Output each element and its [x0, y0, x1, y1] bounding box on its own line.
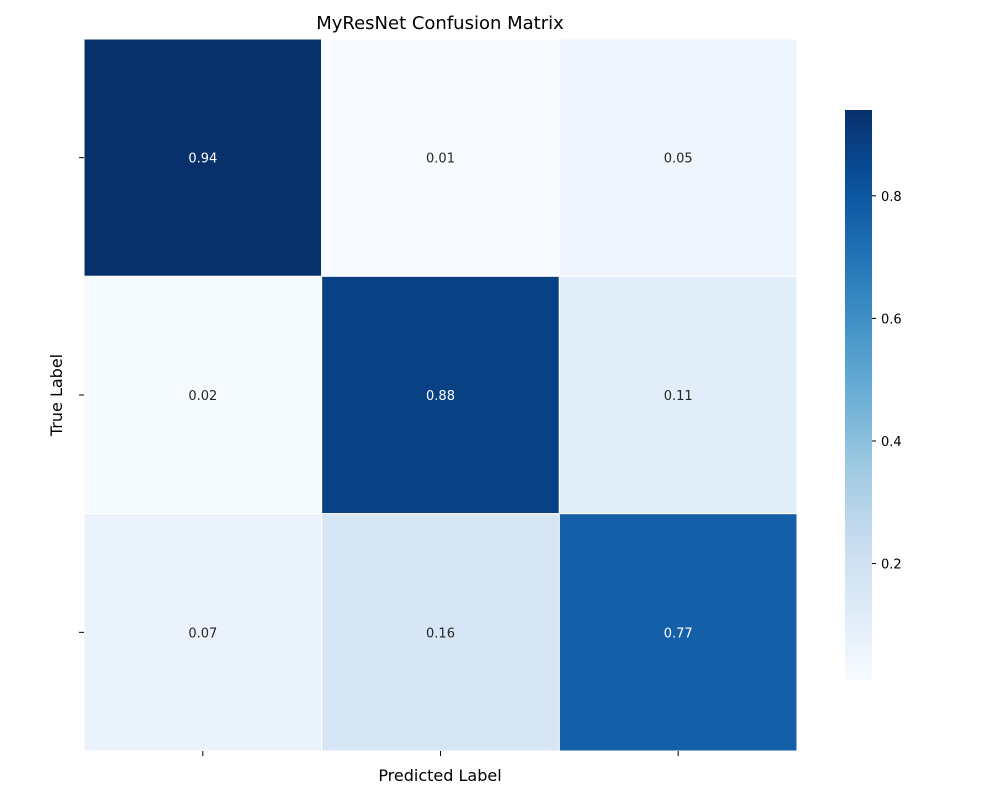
x-axis-label: Predicted Label — [378, 766, 501, 785]
heatmap-cells: 0.94 0.01 0.05 0.02 0.88 0.11 0.07 0.16 0.77 — [83, 38, 798, 752]
chart-title: MyResNet Confusion Matrix — [316, 13, 564, 34]
cell-value-label: 0.88 — [426, 389, 455, 404]
heatmap-cell — [83, 513, 323, 752]
colorbar-tick-label: 0.6 — [881, 312, 902, 327]
heatmap-cell — [83, 38, 323, 277]
colorbar-tick-label: 0.8 — [881, 190, 902, 205]
y-axis-label: True Label — [47, 354, 66, 437]
heatmap-cell — [83, 275, 323, 515]
cell-value-label: 0.05 — [664, 152, 693, 167]
colorbar-tick-label: 0.4 — [881, 435, 902, 450]
cell-value-label: 0.77 — [664, 626, 693, 641]
heatmap-cell — [321, 38, 560, 277]
cell-value-label: 0.07 — [188, 626, 217, 641]
heatmap-cell — [558, 38, 798, 277]
heatmap-cell — [321, 275, 560, 515]
colorbar — [845, 110, 872, 680]
axis-ticks — [79, 157, 679, 756]
cell-value-label: 0.02 — [188, 389, 217, 404]
colorbar-ticks: 0.2 0.4 0.6 0.8 — [872, 190, 902, 573]
cell-value-label: 0.94 — [188, 152, 217, 167]
cell-value-label: 0.01 — [426, 152, 455, 167]
colorbar-tick-label: 0.2 — [881, 558, 902, 573]
cell-value-label: 0.16 — [426, 626, 455, 641]
heatmap-cell — [321, 513, 560, 752]
cell-value-label: 0.11 — [664, 389, 693, 404]
heatmap-cell — [558, 275, 798, 515]
